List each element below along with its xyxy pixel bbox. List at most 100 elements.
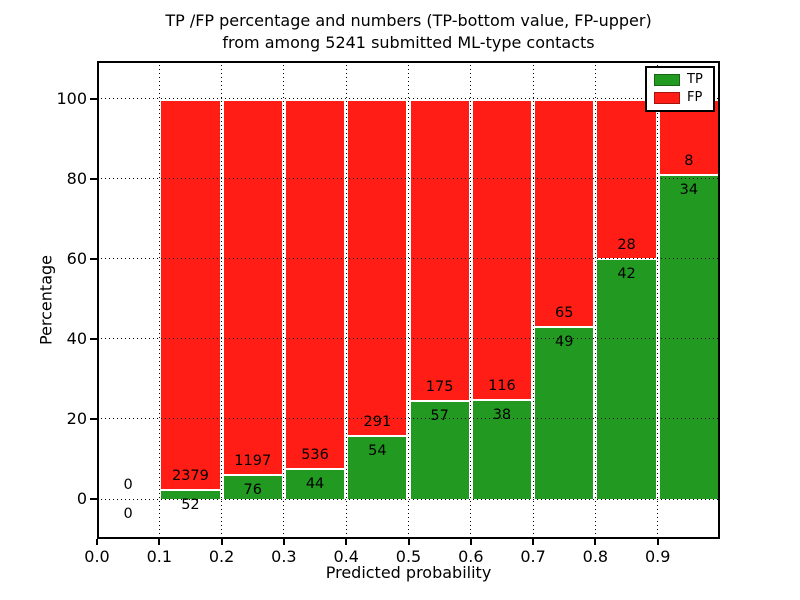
y-tick-label: 40	[66, 328, 87, 348]
tp-swatch	[654, 74, 680, 86]
y-tick	[90, 498, 97, 500]
bar-segment-tp	[223, 476, 282, 499]
left-spine	[97, 61, 99, 539]
legend-row: TP	[654, 73, 713, 87]
vertical-gridline	[283, 61, 285, 539]
tp-count-label: 44	[305, 475, 325, 492]
bar-segment-tp	[535, 327, 594, 499]
vertical-gridline	[408, 61, 409, 539]
x-tick-label: 0.8	[582, 547, 609, 566]
x-tick-label: 0.2	[208, 547, 235, 566]
fp-count-label: 1197	[234, 453, 272, 470]
fp-swatch	[654, 92, 680, 104]
bar-segment-tp	[285, 469, 345, 499]
horizontal-gridline	[97, 418, 720, 420]
x-tick	[282, 539, 285, 545]
bar-segment-fp	[410, 100, 469, 400]
x-tick-label: 0.3	[271, 547, 297, 566]
bar-segment-fp	[285, 100, 345, 468]
fp-count-label: 2379	[171, 468, 209, 485]
legend-row: FP	[654, 91, 713, 105]
bar-segment-tp	[161, 491, 220, 499]
x-tick	[96, 539, 98, 545]
x-tick	[469, 539, 472, 545]
bar-segment-tp	[472, 401, 532, 499]
x-tick	[220, 539, 223, 545]
x-tick	[532, 539, 535, 545]
tp-count-label: 0	[123, 506, 133, 522]
plot-area: 0 0 2379 52 1197 76 536 44 291 54 175 57 116 38 65 49 28…	[56, 61, 720, 566]
bar-segment-fp	[472, 100, 532, 400]
x-tick	[594, 539, 597, 545]
bar-segment-fp	[597, 100, 656, 258]
y-tick-label: 60	[66, 248, 87, 268]
x-tick-label: 0.0	[84, 547, 110, 566]
tp-count-label: 76	[243, 482, 262, 499]
y-tick	[90, 337, 97, 340]
chart-title-line2: from among 5241 submitted ML-type contac…	[222, 33, 595, 52]
vertical-gridline	[221, 61, 223, 539]
vertical-gridline	[532, 61, 534, 539]
horizontal-gridline	[97, 338, 720, 340]
legend-label-tp: TP	[687, 72, 703, 87]
bar-segment-fp	[223, 100, 282, 475]
vertical-gridline	[594, 61, 596, 539]
fp-count-label: 175	[425, 378, 454, 395]
vertical-gridline	[345, 61, 347, 539]
fp-count-label: 291	[363, 414, 392, 431]
x-tick	[656, 539, 659, 545]
top-spine	[97, 61, 720, 63]
horizontal-gridline	[97, 98, 720, 99]
fp-count-label: 536	[301, 446, 329, 463]
bottom-spine	[97, 537, 720, 539]
x-tick-label: 0.9	[644, 547, 671, 566]
bar-segment-tp	[597, 259, 656, 499]
bar-segment-tp	[659, 175, 718, 499]
x-axis-label: Predicted probability	[325, 563, 492, 582]
x-tick	[407, 539, 410, 545]
bar-segment-tp	[348, 437, 407, 499]
tp-count-label: 49	[555, 333, 574, 350]
bar-segment-tp	[410, 401, 469, 499]
chart-title-line1: TP /FP percentage and numbers (TP-bottom…	[165, 11, 652, 30]
tp-count-label: 38	[492, 407, 512, 424]
x-tick-label: 0.6	[458, 547, 484, 566]
horizontal-gridline	[97, 498, 720, 500]
tp-count-label: 52	[181, 497, 200, 514]
bar-segment-fp	[535, 100, 594, 326]
tp-count-label: 42	[617, 265, 636, 282]
y-tick	[90, 177, 97, 180]
x-tick-label: 0.1	[146, 547, 173, 566]
legend-label-fp: FP	[687, 90, 703, 105]
x-tick	[345, 539, 348, 545]
x-tick-label: 0.5	[395, 547, 422, 566]
tp-count-label: 57	[430, 407, 449, 424]
fp-count-label: 116	[488, 378, 516, 395]
right-spine	[718, 61, 720, 539]
chart-title: TP /FP percentage and numbers (TP-bottom…	[97, 10, 720, 54]
x-tick-label: 0.4	[333, 547, 359, 566]
legend: TP FP	[645, 66, 715, 112]
y-tick-label: 80	[66, 168, 87, 188]
y-tick	[90, 417, 97, 420]
fp-count-label: 28	[617, 236, 636, 253]
tp-count-label: 54	[368, 443, 387, 460]
x-tick	[158, 539, 161, 545]
fp-count-label: 8	[684, 152, 694, 169]
fp-count-label: 0	[123, 477, 133, 493]
vertical-gridline	[657, 61, 659, 539]
tp-count-label: 34	[679, 181, 699, 198]
bar-segment-fp	[161, 100, 220, 490]
horizontal-gridline	[97, 258, 720, 260]
fp-count-label: 65	[555, 304, 574, 321]
y-tick-label: 100	[56, 88, 87, 108]
y-tick	[90, 257, 97, 260]
x-tick-label: 0.7	[520, 547, 546, 566]
vertical-gridline	[158, 61, 160, 539]
bar-segment-fp	[348, 100, 407, 436]
vertical-gridline	[470, 61, 472, 539]
bar-segment-fp	[659, 100, 718, 174]
y-tick-label: 20	[66, 408, 87, 428]
y-tick	[90, 97, 97, 100]
